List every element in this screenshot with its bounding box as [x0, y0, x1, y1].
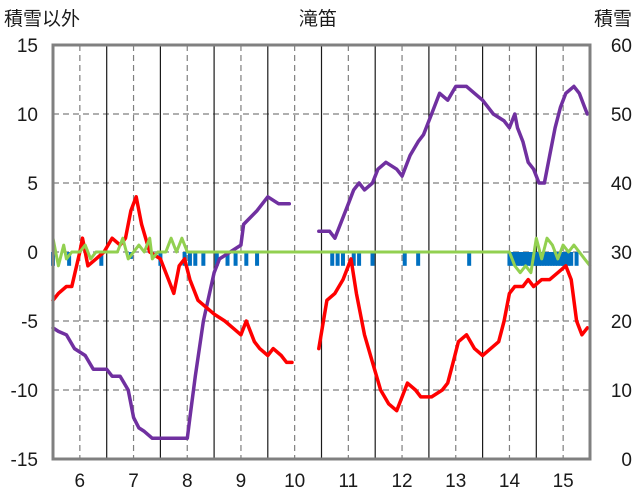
precipitation-bar	[233, 252, 238, 266]
right-axis-label: 積雪	[594, 8, 632, 30]
y-left-tick-label: -10	[11, 381, 38, 402]
precipitation-bar	[558, 252, 563, 266]
precipitation-bar	[335, 252, 340, 266]
y-right-tick-label: 0	[621, 450, 632, 471]
precipitation-bar	[520, 252, 525, 266]
plot-frame	[51, 43, 592, 461]
grid-lines	[53, 45, 590, 459]
y-left-tick-label: 5	[27, 174, 38, 195]
precipitation-bar	[566, 252, 571, 266]
precipitation-bar	[512, 252, 517, 266]
x-tick-label: 11	[338, 471, 358, 492]
precipitation-bar	[67, 252, 72, 266]
precipitation-bar	[542, 252, 547, 266]
y-right-tick-label: 10	[611, 381, 632, 402]
left-axis-label: 積雪以外	[4, 8, 80, 30]
x-tick-label: 13	[445, 471, 466, 492]
chart-title: 滝笛	[299, 8, 337, 30]
x-tick-label: 14	[499, 471, 521, 492]
precipitation-bar	[561, 252, 566, 266]
precipitation-bar	[547, 252, 552, 266]
y-left-tick-label: 15	[17, 36, 38, 57]
x-tick-label: 6	[75, 471, 86, 492]
precipitation-bar	[569, 252, 574, 266]
x-tick-label: 15	[553, 471, 574, 492]
x-tick-label: 9	[236, 471, 247, 492]
precipitation-bar	[507, 252, 512, 266]
y-right-tick-label: 30	[611, 243, 632, 264]
precipitation-bar	[515, 252, 520, 266]
precipitation-bar	[536, 252, 541, 266]
x-tick-label: 8	[182, 471, 193, 492]
precipitation-bar	[534, 252, 539, 266]
precipitation-bar	[467, 252, 472, 266]
precipitation-bar	[255, 252, 260, 266]
series-lines	[51, 84, 592, 441]
series-line-temperature	[317, 257, 590, 413]
y-left-tick-label: -5	[21, 312, 38, 333]
precipitation-bar	[201, 252, 206, 266]
precipitation-bar	[528, 252, 533, 266]
y-right-tick-label: 40	[611, 174, 632, 195]
precipitation-bar	[330, 252, 335, 266]
tick-labels: -15 -10 -5 0 5 10 15 0 10 20 30 40 50 60 6 7 8 9 10 11 12 13 1…	[11, 36, 632, 492]
series-line-temperature	[51, 195, 294, 365]
precipitation-bar	[553, 252, 558, 266]
precipitation-bar	[244, 252, 249, 266]
series-line-wind	[51, 236, 592, 275]
precipitation-bar	[563, 252, 568, 266]
y-right-tick-label: 50	[611, 105, 632, 126]
precipitation-bar	[370, 252, 375, 266]
y-left-tick-label: 0	[27, 243, 38, 264]
precipitation-bar	[225, 252, 230, 266]
x-tick-label: 7	[128, 471, 139, 492]
series-line-snow_depth	[317, 84, 590, 240]
series-line-snow_depth	[51, 195, 292, 441]
precipitation-bar	[357, 252, 362, 266]
precipitation-bar	[402, 252, 407, 266]
precipitation-bar	[340, 252, 345, 266]
precipitation-bar	[574, 252, 579, 266]
precipitation-bar	[526, 252, 531, 266]
y-right-tick-label: 20	[611, 312, 632, 333]
precipitation-bar	[214, 252, 219, 266]
precipitation-bar	[193, 252, 198, 266]
x-tick-label: 12	[391, 471, 412, 492]
y-left-tick-label: 10	[17, 105, 38, 126]
precipitation-bar	[416, 252, 421, 266]
precipitation-bar	[523, 252, 528, 266]
precipitation-bar	[187, 252, 192, 266]
precipitation-bar	[518, 252, 523, 266]
y-left-tick-label: -15	[11, 450, 38, 471]
precipitation-bar	[545, 252, 550, 266]
precipitation-bar	[351, 252, 356, 266]
precipitation-bar	[99, 252, 104, 266]
precipitation-bar	[550, 252, 555, 266]
x-tick-label: 10	[284, 471, 305, 492]
y-right-tick-label: 60	[611, 36, 632, 57]
